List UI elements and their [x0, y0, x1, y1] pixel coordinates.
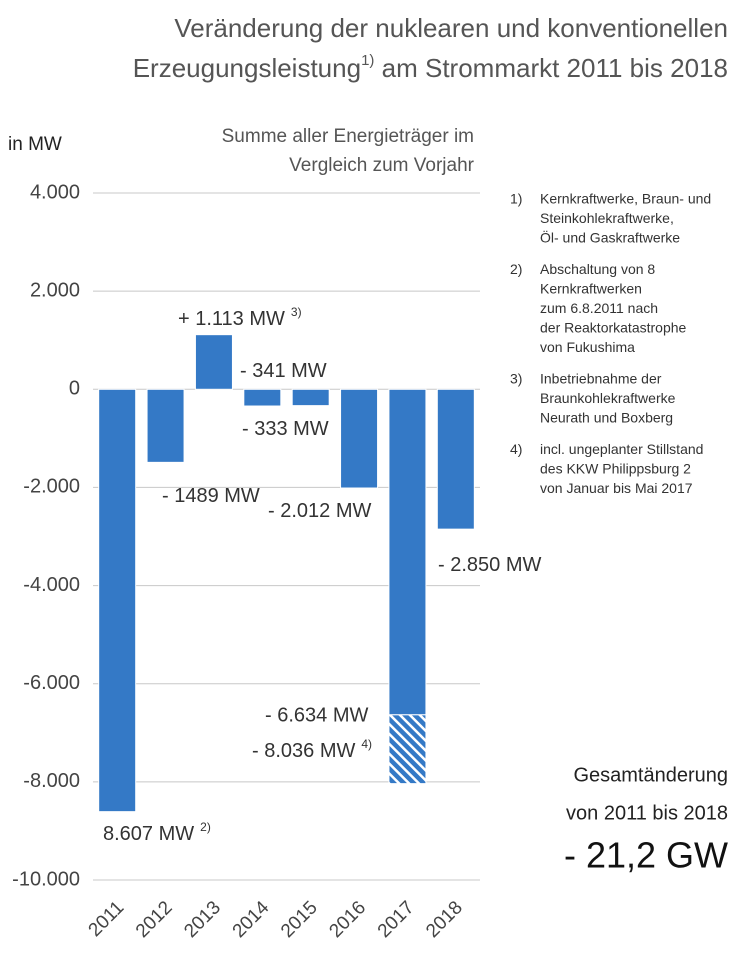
x-tick-label: 2011 — [85, 897, 129, 941]
value-label: - 8.036 MW 4) — [252, 737, 372, 762]
value-label: - 2.850 MW — [438, 554, 541, 576]
bar — [146, 388, 185, 463]
title-part: Erzeugungsleistung — [133, 53, 361, 83]
chart-title: Veränderung der nuklearen und konvention… — [174, 13, 728, 43]
value-label: - 6.634 MW — [265, 704, 368, 726]
footnote-number: 4) — [510, 441, 522, 457]
value-note: 3) — [291, 305, 302, 319]
value-label: 8.607 MW 2) — [103, 820, 211, 845]
value-label-text: - 2.012 MW — [268, 500, 371, 522]
total-label: von 2011 bis 2018 — [566, 802, 728, 824]
title-part: am Strommarkt 2011 bis 2018 — [374, 53, 728, 83]
footnote-text: zum 6.8.2011 nach — [540, 300, 658, 316]
value-label-text: - 2.850 MW — [438, 554, 541, 576]
footnote-text: Öl- und Gaskraftwerke — [540, 229, 680, 246]
footnote-number: 1) — [510, 191, 522, 207]
value-note: 2) — [200, 820, 211, 834]
value-label-text: 8.607 MW — [103, 823, 194, 845]
footnote-text: incl. ungeplanter Stillstand — [540, 441, 703, 457]
value-note: 4) — [361, 737, 372, 751]
y-tick-label: -6.000 — [23, 672, 80, 694]
value-label: - 333 MW — [242, 418, 329, 440]
footnote-text: von Fukushima — [540, 339, 635, 355]
footnote-text: Kernkraftwerke, Braun- und — [540, 191, 711, 207]
footnote-text: Neurath und Boxberg — [540, 410, 673, 426]
footnote-text: Kernkraftwerken — [540, 281, 642, 297]
footnote-text: des KKW Philippsburg 2 — [540, 461, 691, 477]
x-tick-label: 2017 — [374, 897, 419, 942]
x-tick-label: 2012 — [132, 897, 177, 942]
x-tick-label: 2015 — [277, 897, 322, 942]
value-label-text: - 333 MW — [242, 418, 329, 440]
bar — [291, 388, 330, 407]
y-tick-label: 4.000 — [30, 181, 80, 203]
y-axis-label: in MW — [8, 134, 62, 155]
footnote-text: Abschaltung von 8 — [540, 261, 655, 277]
value-label-text: - 1489 MW — [162, 485, 260, 507]
footnote-text: von Januar bis Mai 2017 — [540, 480, 693, 496]
y-tick-label: 0 — [69, 378, 80, 400]
y-tick-label: 2.000 — [30, 279, 80, 301]
x-tick-label: 2013 — [180, 897, 225, 942]
bar — [340, 388, 379, 489]
subtitle: Vergleich zum Vorjahr — [289, 155, 474, 176]
footnote-text: Braunkohlekraftwerke — [540, 390, 676, 406]
total-value: - 21,2 GW — [564, 835, 728, 876]
footnote-text: Steinkohlekraftwerke, — [540, 210, 674, 226]
bar-hatched — [388, 714, 427, 785]
x-tick-label: 2018 — [422, 897, 467, 942]
title-sup: 1) — [361, 52, 374, 69]
bar — [436, 388, 475, 530]
y-tick-label: -10.000 — [12, 868, 80, 890]
total-label: Gesamtänderung — [573, 764, 728, 786]
value-label-text: - 8.036 MW — [252, 740, 355, 762]
value-label-text: - 341 MW — [240, 360, 327, 382]
x-tick-label: 2014 — [229, 897, 274, 942]
footnote-number: 2) — [510, 261, 522, 277]
y-tick-label: -2.000 — [23, 476, 80, 498]
bar — [243, 388, 282, 407]
y-tick-label: -4.000 — [23, 574, 80, 596]
footnote-text: der Reaktorkatastrophe — [540, 320, 687, 336]
value-label-text: + 1.113 MW — [178, 308, 285, 330]
x-tick-label: 2016 — [325, 897, 370, 942]
value-label: + 1.113 MW 3) — [178, 305, 302, 330]
bar — [194, 334, 233, 390]
subtitle: Summe aller Energieträger im — [222, 126, 474, 147]
value-label: - 1489 MW — [162, 485, 260, 507]
bar — [98, 388, 137, 813]
bar — [388, 388, 427, 716]
y-tick-label: -8.000 — [23, 770, 80, 792]
footnote-number: 3) — [510, 371, 522, 387]
chart-title: Erzeugungsleistung1) am Strommarkt 2011 … — [133, 52, 728, 83]
footnote-text: Inbetriebnahme der — [540, 371, 662, 387]
value-label: - 2.012 MW — [268, 500, 371, 522]
value-label: - 341 MW — [240, 360, 327, 382]
